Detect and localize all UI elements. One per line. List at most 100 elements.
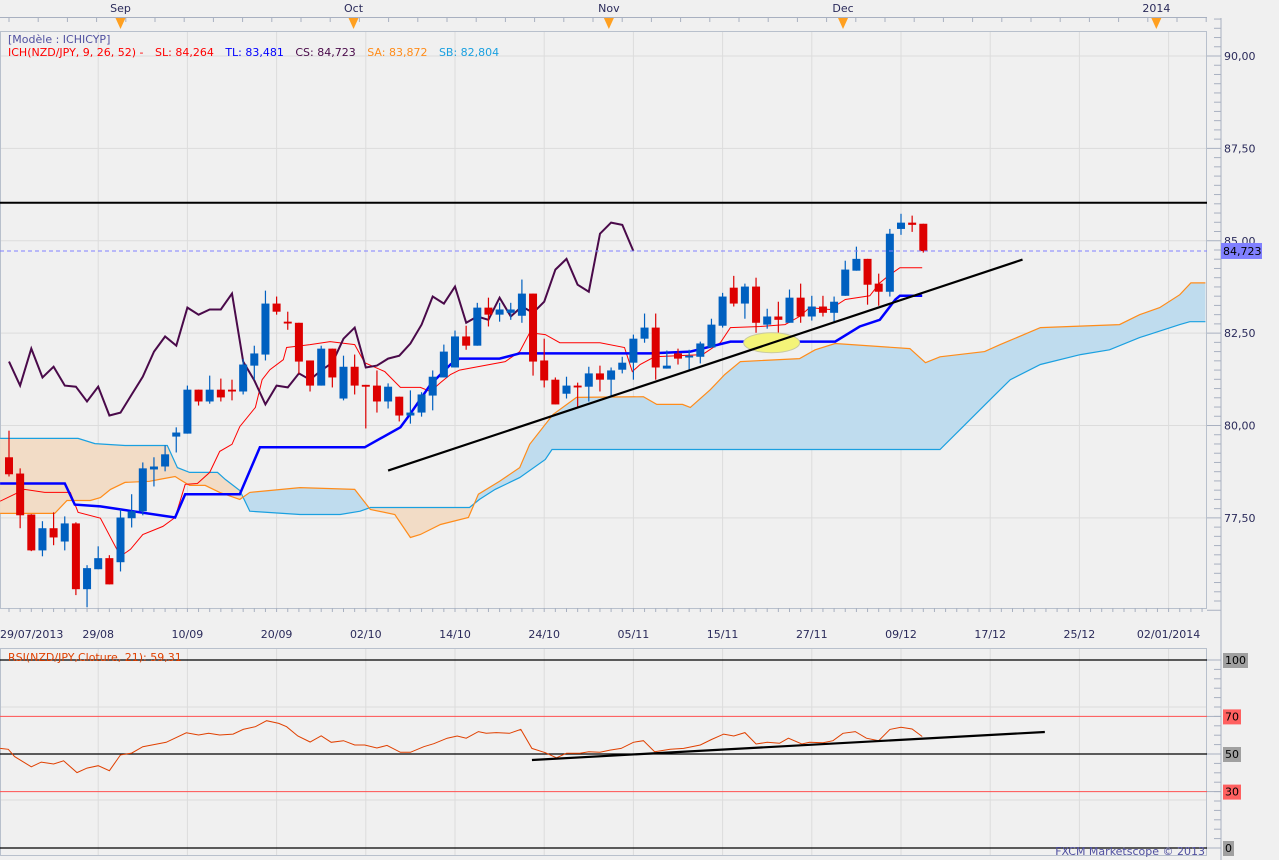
candle-bullish <box>317 348 326 386</box>
legend-tl: TL: 83,481 <box>224 46 284 59</box>
rsi-level-tag <box>1223 747 1241 762</box>
candle-bullish <box>852 258 861 271</box>
date-tick-label: 29/08 <box>82 628 114 641</box>
candle-bearish <box>5 457 13 475</box>
date-tick-label: 02/01/2014 <box>1137 628 1200 641</box>
month-label: Dec <box>832 2 853 15</box>
candle-bullish <box>439 351 448 378</box>
candle-bullish <box>584 373 593 387</box>
candle-bearish <box>361 384 370 387</box>
legend-sb: SB: 82,804 <box>439 46 499 59</box>
cloud-bearish-segment <box>369 502 476 538</box>
candle-bullish <box>339 366 348 399</box>
rsi-line <box>0 720 923 774</box>
candle-bullish <box>807 306 816 317</box>
candle-bullish <box>897 222 905 229</box>
candle-bearish <box>216 389 225 398</box>
month-label: Nov <box>598 2 620 15</box>
candle-bearish <box>908 222 917 225</box>
candle-bullish <box>640 327 649 339</box>
candle-bearish <box>540 360 549 381</box>
candle-bullish <box>718 296 727 326</box>
candle-bullish <box>406 412 415 416</box>
candle-bullish <box>696 343 705 357</box>
candle-bullish <box>127 511 136 519</box>
date-axis[interactable]: 29/07/2013 29/08 10/09 20/09 02/10 14/10 24/10… <box>0 608 1203 641</box>
model-label: [Modèle : ICHICYP] <box>8 33 110 46</box>
price-tick-label: 77,50 <box>1224 512 1256 525</box>
date-tick-label: 25/12 <box>1064 628 1096 641</box>
candle-bearish <box>752 286 761 323</box>
rsi-level-label: 100 <box>1225 654 1246 667</box>
legend-sa: SA: 83,872 <box>367 46 427 59</box>
candle-bearish <box>595 373 604 380</box>
candle-bearish <box>228 389 236 392</box>
candle-bullish <box>83 568 92 590</box>
candle-bullish <box>183 389 192 434</box>
candle-bullish <box>60 523 69 542</box>
price-tick-label: 90,00 <box>1224 50 1256 63</box>
date-tick-label: 20/09 <box>261 628 293 641</box>
candles <box>5 213 928 608</box>
candle-bearish <box>294 322 303 362</box>
candle-bullish <box>607 370 616 380</box>
support-trendline <box>387 258 1023 472</box>
candle-bearish <box>350 366 359 386</box>
candle-bullish <box>841 269 850 296</box>
rsi-level-label: 0 <box>1225 842 1232 855</box>
rsi-level-tag <box>1223 709 1241 725</box>
date-tick-label: 05/11 <box>618 628 650 641</box>
candle-bearish <box>71 523 80 590</box>
footer-credit: FXCM Marketscope © 2013 <box>1055 845 1205 858</box>
month-marker-icon <box>838 18 849 29</box>
month-marker-icon <box>115 18 126 29</box>
candle-bullish <box>250 353 259 366</box>
candle-bullish <box>172 432 181 437</box>
candle-bearish <box>573 385 582 388</box>
price-tick-label: 82,50 <box>1224 327 1256 340</box>
month-marker-icon <box>1151 18 1162 29</box>
date-tick-label: 24/10 <box>528 628 560 641</box>
candle-bullish <box>495 309 504 315</box>
candle-bearish <box>16 473 25 516</box>
indicator-name: ICH(NZD/JPY, 9, 26, 52) - <box>8 46 144 59</box>
candle-bullish <box>629 338 638 363</box>
candle-bullish <box>662 365 671 369</box>
month-axis: Sep Oct Nov Dec 2014 <box>0 2 1207 29</box>
legend-cs: CS: 84,723 <box>295 46 355 59</box>
candle-bullish <box>785 297 794 323</box>
candle-bearish <box>874 283 883 292</box>
candle-bearish <box>529 293 538 362</box>
candle-bullish <box>830 301 839 313</box>
price-tick-label: 80,00 <box>1224 420 1256 433</box>
candle-bearish <box>484 307 493 315</box>
candle-bullish <box>473 307 482 346</box>
candle-bullish <box>685 355 694 358</box>
candle-bullish <box>517 293 526 316</box>
price-panel[interactable] <box>0 31 1207 609</box>
candle-bullish <box>116 517 125 563</box>
candle-bullish <box>261 303 270 355</box>
candle-bullish <box>740 286 749 304</box>
candle-bearish <box>729 287 738 304</box>
legend-sl: SL: 84,264 <box>155 46 214 59</box>
candle-bullish <box>149 466 158 470</box>
candle-bearish <box>674 353 682 359</box>
candle-bearish <box>796 297 805 317</box>
date-tick-label: 14/10 <box>439 628 471 641</box>
current-price-label: 84,723 <box>1223 245 1262 258</box>
candle-bullish <box>506 309 515 313</box>
candle-bearish <box>49 528 58 538</box>
rsi-label: RSI(NZD/JPY,Cloture, 21): 59,31 <box>8 651 182 664</box>
candle-bullish <box>384 386 393 402</box>
candle-bullish <box>138 468 147 512</box>
rsi-level-tag <box>1223 653 1248 668</box>
rsi-chart: 100 70 50 30 0 <box>0 649 1248 856</box>
tenkan-sen-line <box>0 267 923 558</box>
rsi-level-label: 30 <box>1225 786 1239 799</box>
candle-bullish <box>94 558 103 570</box>
rsi-level-label: 50 <box>1225 748 1239 761</box>
cloud-bullish-segment <box>243 487 370 515</box>
